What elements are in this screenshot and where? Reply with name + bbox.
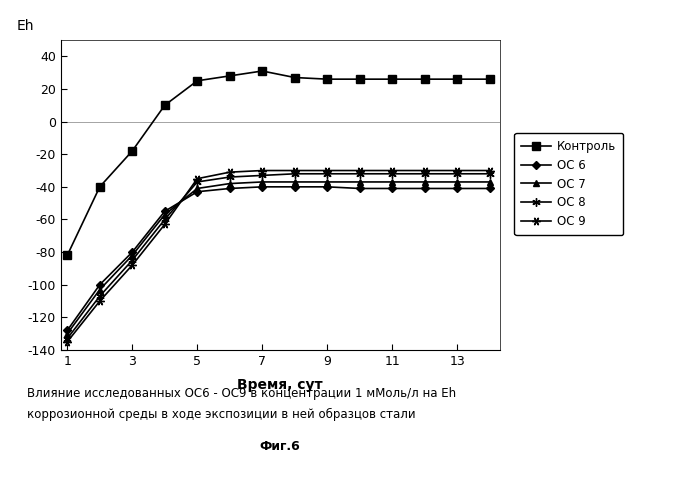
ОС 9 bbox=[259, 168, 267, 173]
ОС 8 bbox=[453, 171, 461, 177]
ОС 6 bbox=[421, 186, 429, 192]
ОС 9 bbox=[388, 168, 396, 173]
ОС 8 bbox=[356, 171, 364, 177]
ОС 7 bbox=[486, 179, 494, 185]
ОС 7 bbox=[388, 179, 396, 185]
Контроль bbox=[453, 76, 461, 82]
Контроль bbox=[259, 68, 267, 74]
Контроль bbox=[486, 76, 494, 82]
ОС 8 bbox=[63, 336, 72, 342]
ОС 8 bbox=[259, 172, 267, 178]
Line: ОС 9: ОС 9 bbox=[63, 166, 494, 346]
ОС 6 bbox=[225, 186, 234, 192]
Контроль bbox=[225, 73, 234, 79]
ОС 6 bbox=[291, 184, 299, 190]
Legend: Контроль, ОС 6, ОС 7, ОС 8, ОС 9: Контроль, ОС 6, ОС 7, ОС 8, ОС 9 bbox=[514, 132, 623, 236]
ОС 6 bbox=[128, 249, 136, 255]
Line: ОС 7: ОС 7 bbox=[63, 178, 493, 337]
ОС 7 bbox=[96, 286, 104, 292]
Контроль bbox=[161, 102, 169, 108]
Line: Контроль: Контроль bbox=[63, 67, 493, 259]
ОС 6 bbox=[486, 186, 494, 192]
Контроль bbox=[291, 74, 299, 80]
ОС 9 bbox=[128, 262, 136, 268]
ОС 9 bbox=[161, 222, 169, 228]
ОС 7 bbox=[63, 330, 72, 336]
Контроль bbox=[323, 76, 331, 82]
ОС 7 bbox=[161, 212, 169, 218]
Контроль bbox=[96, 184, 104, 190]
ОС 7 bbox=[291, 179, 299, 185]
ОС 7 bbox=[453, 179, 461, 185]
ОС 8 bbox=[128, 258, 136, 264]
Контроль bbox=[356, 76, 364, 82]
ОС 9 bbox=[96, 298, 104, 304]
ОС 7 bbox=[193, 186, 201, 192]
ОС 7 bbox=[323, 179, 331, 185]
Контроль bbox=[128, 148, 136, 154]
ОС 6 bbox=[323, 184, 331, 190]
ОС 9 bbox=[453, 168, 461, 173]
ОС 6 bbox=[453, 186, 461, 192]
Line: ОС 8: ОС 8 bbox=[63, 170, 494, 342]
ОС 8 bbox=[161, 216, 169, 222]
ОС 8 bbox=[291, 171, 299, 177]
ОС 9 bbox=[291, 168, 299, 173]
Контроль bbox=[193, 78, 201, 84]
Контроль bbox=[388, 76, 396, 82]
ОС 6 bbox=[161, 208, 169, 214]
ОС 7 bbox=[356, 179, 364, 185]
Контроль bbox=[421, 76, 429, 82]
ОС 8 bbox=[225, 174, 234, 180]
ОС 8 bbox=[193, 179, 201, 185]
ОС 8 bbox=[388, 171, 396, 177]
ОС 8 bbox=[323, 171, 331, 177]
Text: Время, сут: Время, сут bbox=[238, 378, 323, 392]
Text: Фиг.6: Фиг.6 bbox=[260, 440, 300, 453]
ОС 6 bbox=[388, 186, 396, 192]
ОС 8 bbox=[486, 171, 494, 177]
ОС 9 bbox=[193, 176, 201, 182]
ОС 9 bbox=[323, 168, 331, 173]
ОС 7 bbox=[128, 252, 136, 258]
ОС 9 bbox=[63, 339, 72, 345]
ОС 9 bbox=[486, 168, 494, 173]
ОС 9 bbox=[225, 169, 234, 175]
Line: ОС 6: ОС 6 bbox=[64, 184, 493, 334]
ОС 6 bbox=[259, 184, 267, 190]
ОС 7 bbox=[421, 179, 429, 185]
ОС 6 bbox=[96, 282, 104, 288]
ОС 7 bbox=[225, 180, 234, 186]
ОС 7 bbox=[259, 179, 267, 185]
Text: коррозионной среды в ходе экспозиции в ней образцов стали: коррозионной среды в ходе экспозиции в н… bbox=[27, 408, 416, 420]
Text: Eh: Eh bbox=[17, 18, 34, 32]
ОС 9 bbox=[356, 168, 364, 173]
ОС 8 bbox=[96, 293, 104, 299]
ОС 6 bbox=[193, 188, 201, 194]
ОС 6 bbox=[356, 186, 364, 192]
Text: Влияние исследованных ОС6 - ОС9 в концентрации 1 мМоль/л на Eh: Влияние исследованных ОС6 - ОС9 в концен… bbox=[27, 388, 456, 400]
ОС 6 bbox=[63, 328, 72, 334]
ОС 9 bbox=[421, 168, 429, 173]
ОС 8 bbox=[421, 171, 429, 177]
Контроль bbox=[63, 252, 72, 258]
